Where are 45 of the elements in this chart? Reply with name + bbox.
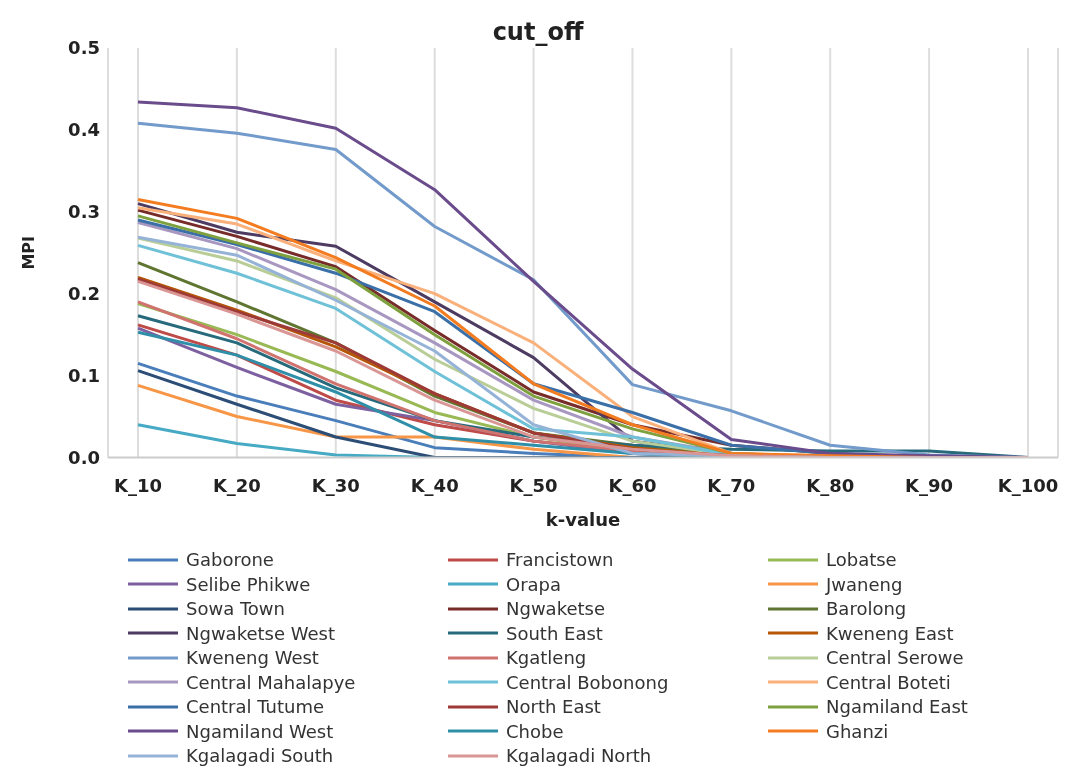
legend-label: North East (506, 696, 601, 718)
legend-label: Ngwaketse West (186, 622, 335, 644)
legend-label: Central Serowe (826, 647, 964, 669)
legend-label: Central Bobonong (506, 671, 669, 693)
y-tick-label: 0.1 (68, 364, 100, 386)
legend-label: Central Tutume (186, 696, 325, 718)
legend-label: Orapa (506, 573, 562, 595)
legend-label: Jwaneng (826, 573, 903, 595)
x-tick-label: K_50 (509, 475, 558, 497)
x-axis-title: k-value (545, 508, 621, 530)
x-tick-label: K_60 (608, 475, 657, 497)
legend-label: Gaborone (186, 549, 274, 571)
y-tick-label: 0.5 (68, 37, 100, 59)
y-tick-label: 0.3 (68, 201, 100, 223)
legend-label: Kgalagadi South (186, 745, 334, 767)
y-tick-label: 0.0 (68, 446, 100, 468)
legend-label: Selibe Phikwe (186, 573, 311, 595)
legend-label: Kgalagadi North (506, 745, 652, 767)
legend-label: Kweneng East (826, 622, 954, 644)
legend-label: Kgatleng (506, 647, 587, 669)
legend-label: Ngamiland East (826, 696, 968, 718)
x-tick-label: K_30 (311, 475, 360, 497)
y-tick-label: 0.4 (68, 119, 100, 141)
x-tick-label: K_20 (212, 475, 261, 497)
x-tick-label: K_80 (806, 475, 855, 497)
legend-label: Kweneng West (186, 647, 319, 669)
legend-label: Central Mahalapye (186, 671, 356, 693)
legend-label: South East (506, 622, 603, 644)
legend-label: Central Boteti (826, 671, 951, 693)
legend-label: Francistown (506, 549, 614, 571)
legend-label: Ngwaketse (506, 598, 606, 620)
legend-label: Ngamiland West (186, 720, 334, 742)
x-tick-label: K_40 (410, 475, 459, 497)
legend-label: Barolong (826, 598, 907, 620)
chart-title: cut_off (492, 18, 584, 46)
y-tick-label: 0.2 (68, 283, 100, 305)
legend-label: Sowa Town (186, 598, 285, 620)
legend-label: Lobatse (826, 549, 897, 571)
x-tick-label: K_90 (905, 475, 954, 497)
x-tick-label: K_70 (707, 475, 756, 497)
x-tick-label: K_100 (997, 475, 1059, 497)
legend-label: Ghanzi (826, 720, 889, 742)
y-axis-title: MPI (18, 235, 38, 270)
x-tick-label: K_10 (114, 475, 162, 497)
legend-label: Chobe (506, 720, 564, 742)
